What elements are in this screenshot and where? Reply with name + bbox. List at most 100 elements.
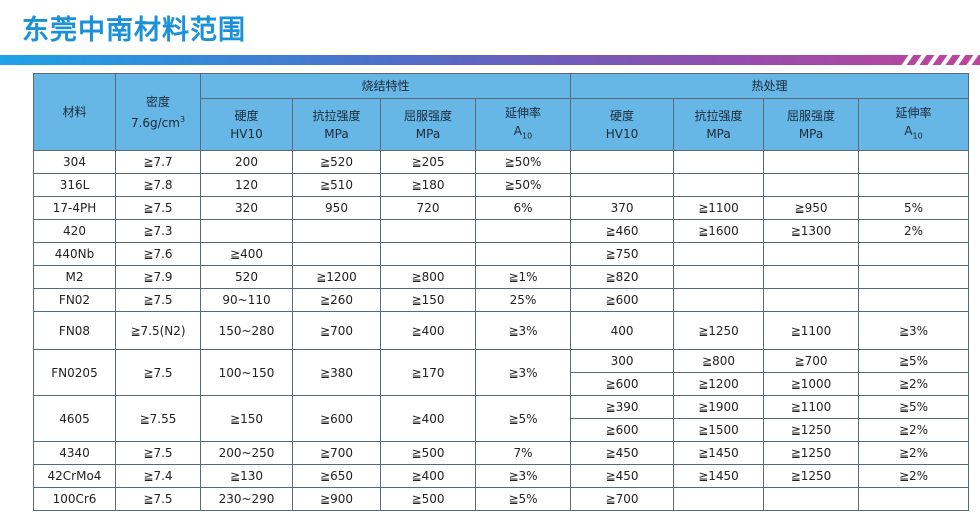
table-cell: ≧7.5 [115, 349, 201, 396]
header-text: 密度 [145, 94, 170, 109]
table-cell: 7% [474, 441, 572, 465]
header-sub: 10 [912, 131, 923, 141]
table-cell: ≧600 [570, 288, 675, 312]
header-unit: MPa [798, 126, 824, 141]
table-cell: ≧400 [380, 464, 476, 488]
table-cell: ≧1100 [763, 311, 860, 350]
table-cell: ≧1200 [673, 372, 765, 396]
table-cell: ≧7.7 [115, 150, 201, 174]
table-cell: ≧600 [570, 418, 675, 442]
table-cell: ≧1250 [763, 441, 860, 465]
table-cell [763, 288, 860, 312]
table-row: 100Cr6 ≧7.5 230~290 ≧900 ≧500 ≧5% ≧700 [33, 487, 970, 511]
table-cell [570, 150, 675, 174]
header-cell: 抗拉强度 MPa [292, 98, 381, 151]
header-cell: 屈服强度 MPa [763, 98, 860, 151]
table-cell: 100~150 [200, 349, 293, 396]
table-cell: M2 [33, 265, 116, 289]
header-text: 硬度 [234, 108, 259, 123]
table-cell: 2% [858, 219, 970, 243]
table-cell: ≧1900 [673, 395, 765, 419]
table-cell [673, 242, 765, 266]
table-cell [673, 150, 765, 174]
table-cell: ≧500 [380, 441, 476, 465]
header-cell: 硬度 HV10 [570, 98, 675, 151]
table-cell [474, 219, 572, 243]
table-cell: ≧950 [763, 196, 860, 220]
table-cell [673, 265, 765, 289]
table-cell: 5% [858, 196, 970, 220]
header-unit: MPa [324, 126, 349, 141]
table-cell: ≧460 [570, 219, 675, 243]
table-cell: ≧260 [292, 288, 381, 312]
table-cell: ≧1300 [763, 219, 860, 243]
table-cell: ≧2% [858, 441, 970, 465]
table-cell: FN02 [33, 288, 116, 312]
table-cell: 6% [474, 196, 572, 220]
table-cell: 200 [200, 150, 293, 174]
table-cell [763, 265, 860, 289]
header-text: 抗拉强度 [312, 108, 361, 123]
table-row: M2 ≧7.9 520 ≧1200 ≧800 ≧1% ≧820 [33, 265, 970, 289]
table-cell: ≧500 [380, 487, 476, 511]
table-cell: ≧50% [474, 150, 572, 174]
table-cell: 304 [33, 150, 116, 174]
table-cell: ≧3% [474, 311, 572, 350]
table-cell: ≧700 [570, 487, 675, 511]
table-cell: 90~110 [200, 288, 293, 312]
table-cell: ≧390 [570, 395, 675, 419]
table-cell: ≧7.9 [115, 265, 201, 289]
table-row: 42CrMo4 ≧7.4 ≧130 ≧650 ≧400 ≧3% ≧450 ≧1450 ≧1250… [33, 464, 970, 488]
header-text: 屈服强度 [787, 108, 836, 123]
header-cell: 材料 [33, 73, 116, 151]
table-cell: ≧7.5 [115, 487, 201, 511]
table-cell: 100Cr6 [33, 487, 116, 511]
table-cell: 440Nb [33, 242, 116, 266]
table-cell: ≧2% [858, 372, 970, 396]
page-title: 东莞中南材料范围 [22, 15, 246, 46]
table-cell: ≧400 [380, 395, 476, 442]
table-cell: ≧5% [474, 395, 572, 442]
table-cell: ≧1450 [673, 441, 765, 465]
table-cell: ≧600 [570, 372, 675, 396]
table-cell: ≧520 [292, 150, 381, 174]
table-cell: ≧2% [858, 464, 970, 488]
table-cell: FN08 [33, 311, 116, 350]
table-cell [858, 150, 970, 174]
table-row: 316L ≧7.8 120 ≧510 ≧180 ≧50% [33, 173, 970, 197]
table-cell: ≧3% [474, 464, 572, 488]
table-cell [474, 242, 572, 266]
table-cell: ≧450 [570, 464, 675, 488]
table-cell: ≧7.3 [115, 219, 201, 243]
table-row: FN08 ≧7.5(N2) 150~280 ≧700 ≧400 ≧3% 400 ≧1250 ≧1… [33, 311, 970, 350]
table-cell: 150~280 [200, 311, 293, 350]
group-header: 热处理 [570, 73, 970, 99]
table-row: 4605 ≧7.55 ≧150 ≧600 ≧400 ≧5% ≧390 ≧1900 ≧1100 ≧5… [33, 395, 970, 442]
table-cell: ≧3% [474, 349, 572, 396]
table-cell [292, 219, 381, 243]
table-cell: ≧700 [763, 349, 860, 373]
header-cell: 延伸率 A10 [858, 98, 970, 151]
table-cell: ≧510 [292, 173, 381, 197]
table-cell: ≧130 [200, 464, 293, 488]
table-cell: ≧1100 [763, 395, 860, 419]
table-cell: ≧7.55 [115, 395, 201, 442]
table-cell: 300 [570, 349, 675, 373]
table-row: 4340 ≧7.5 200~250 ≧700 ≧500 7% ≧450 ≧1450 ≧1250 ≧… [33, 441, 970, 465]
table-cell: ≧1200 [292, 265, 381, 289]
table-cell [292, 242, 381, 266]
table-cell [380, 219, 476, 243]
table-row: 304 ≧7.7 200 ≧520 ≧205 ≧50% [33, 150, 970, 174]
table-cell: ≧5% [858, 349, 970, 373]
header-row: 硬度 HV10 抗拉强度 MPa 屈服强度 MPa 延伸率 A10 硬度 HV10 抗拉强度 MPa 屈… [34, 98, 970, 151]
table-cell: ≧7.5 [115, 196, 201, 220]
table-cell: ≧800 [673, 349, 765, 373]
table-cell: ≧150 [200, 395, 293, 442]
table-cell: 25% [474, 288, 572, 312]
header-unit: A [904, 123, 913, 138]
table-cell: ≧600 [292, 395, 381, 442]
table-cell [858, 288, 970, 312]
header-sub: 10 [522, 131, 533, 141]
table-cell: ≧750 [570, 242, 675, 266]
